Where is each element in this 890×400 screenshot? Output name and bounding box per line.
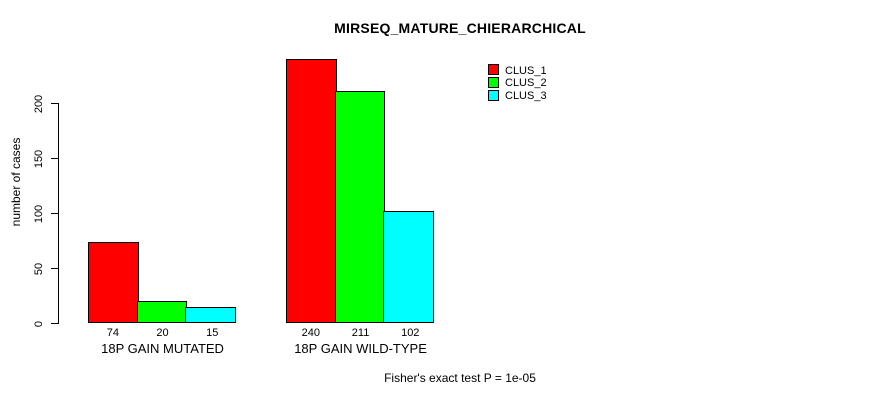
bar-clus_1-1 bbox=[88, 241, 139, 323]
y-tick-label: 50 bbox=[33, 262, 45, 275]
y-tick-mark bbox=[51, 158, 58, 159]
legend-label-clus_3: CLUS_3 bbox=[505, 90, 547, 103]
bar-clus_2-2 bbox=[334, 90, 386, 323]
bar-value-label: 102 bbox=[401, 327, 420, 339]
legend-swatch-clus_1 bbox=[488, 64, 499, 75]
legend-swatch-clus_2 bbox=[488, 76, 499, 88]
category-label: 18P GAIN WILD-TYPE bbox=[294, 341, 427, 356]
bar-value-label: 240 bbox=[301, 327, 321, 339]
category-label: 18P GAIN MUTATED bbox=[101, 341, 224, 356]
legend-label-clus_1: CLUS_1 bbox=[505, 64, 547, 77]
y-axis-line bbox=[58, 103, 59, 324]
bar-clus_3-2 bbox=[383, 210, 435, 323]
chart-title: MIRSEQ_MATURE_CHIERARCHICAL bbox=[334, 20, 586, 36]
bar-clus_3-1 bbox=[185, 306, 237, 323]
bar-value-label: 20 bbox=[156, 327, 169, 339]
y-tick-label: 0 bbox=[33, 320, 45, 327]
bar-clus_1-2 bbox=[286, 59, 337, 323]
footnote: Fisher's exact test P = 1e-05 bbox=[384, 371, 536, 385]
y-tick-label: 150 bbox=[33, 149, 45, 168]
legend-label-clus_2: CLUS_2 bbox=[505, 77, 547, 90]
y-tick-label: 100 bbox=[33, 204, 45, 223]
bar-value-label: 74 bbox=[106, 327, 119, 339]
bar-value-label: 15 bbox=[206, 327, 219, 339]
bar-value-label: 211 bbox=[351, 327, 370, 339]
legend-swatch-clus_3 bbox=[488, 89, 499, 101]
y-tick-mark bbox=[51, 268, 58, 269]
y-tick-label: 200 bbox=[33, 94, 45, 113]
y-tick-mark bbox=[51, 323, 58, 324]
y-axis-label: number of cases bbox=[9, 137, 23, 227]
y-tick-mark bbox=[51, 213, 58, 214]
y-tick-mark bbox=[51, 103, 58, 104]
bar-clus_2-1 bbox=[136, 301, 188, 323]
